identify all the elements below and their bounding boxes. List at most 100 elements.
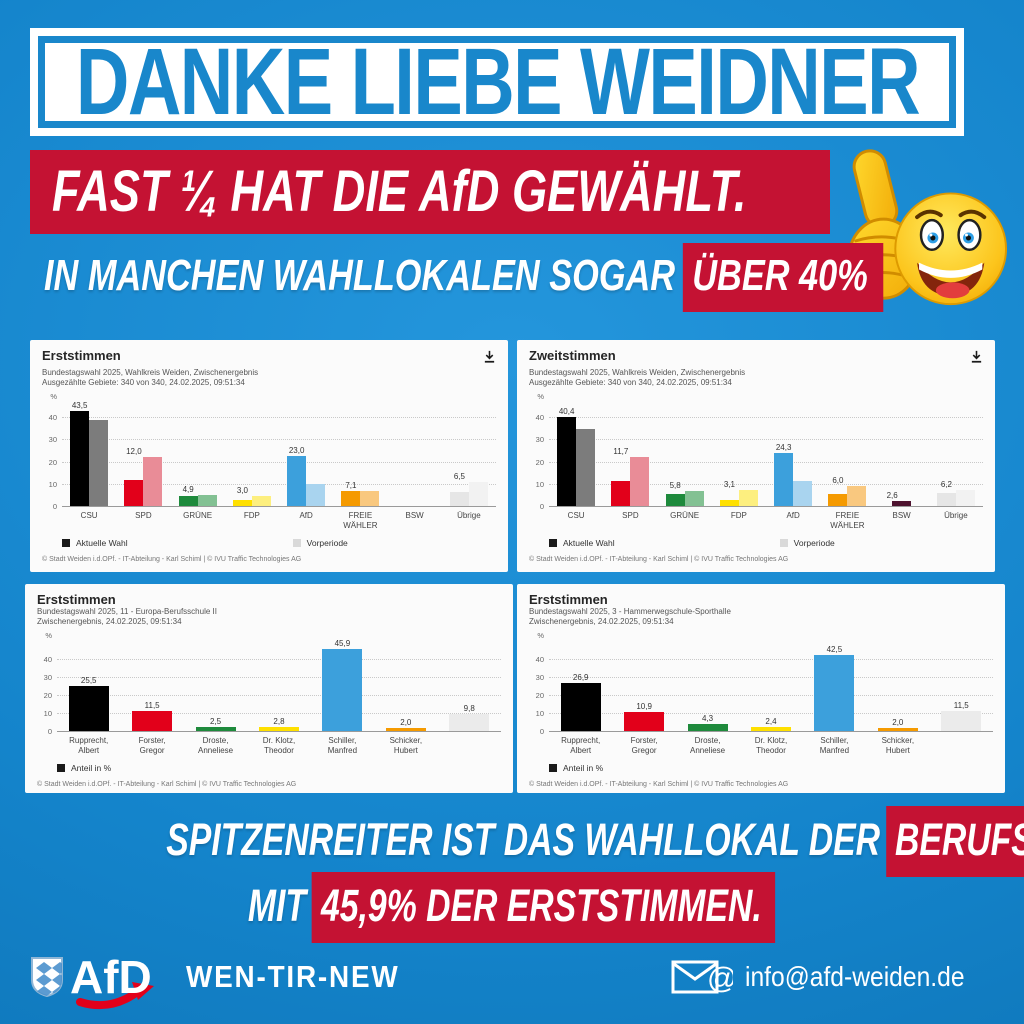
axis-tick-label: 40 bbox=[535, 413, 544, 423]
category-label: Schicker, Hubert bbox=[881, 735, 915, 755]
email-row: @ info@afd-weiden.de bbox=[671, 958, 994, 996]
axis-tick-label: 0 bbox=[539, 501, 544, 511]
category-label: AfD bbox=[786, 510, 800, 520]
bottom2-highlight: 45,9% DER ERSTSTIMMEN. bbox=[312, 872, 776, 943]
axis-tick-label: 20 bbox=[535, 457, 544, 467]
grid-line bbox=[549, 439, 983, 441]
bar-value-label: 2,0 bbox=[400, 718, 412, 728]
legend-swatch bbox=[549, 763, 557, 772]
chart-subtitle2: Zwischenergebnis, 24.02.2025, 09:51:34 bbox=[37, 617, 182, 627]
category-label: Schiller, Manfred bbox=[327, 735, 358, 755]
axis-tick-label: 20 bbox=[535, 690, 544, 700]
category-label: Droste, Anneliese bbox=[197, 735, 234, 755]
chart-subtitle: Bundestagswahl 2025, Wahlkreis Weiden, Z… bbox=[42, 368, 259, 377]
chart-panel-erststimmen-berufsschule: Erststimmen Bundestagswahl 2025, 11 - Eur… bbox=[25, 584, 513, 793]
grid-line bbox=[57, 712, 501, 714]
bar bbox=[143, 457, 163, 507]
legend-swatch bbox=[779, 538, 788, 547]
legend-label: Aktuelle Wahl bbox=[76, 537, 128, 548]
grid-line bbox=[57, 658, 501, 660]
axis-tick-label: 10 bbox=[535, 479, 544, 489]
category-label: Forster, Gregor bbox=[138, 735, 166, 755]
bar-value-label: 2,8 bbox=[273, 716, 285, 726]
bar-group: 26,9 bbox=[549, 642, 612, 732]
bar-group: 10,9 bbox=[612, 642, 675, 732]
legend-label: Aktuelle Wahl bbox=[563, 537, 615, 548]
category-label: BSW bbox=[405, 510, 424, 520]
bar bbox=[132, 711, 173, 732]
grid-line bbox=[549, 658, 993, 660]
legend-label: Vorperiode bbox=[306, 537, 348, 548]
bar-value-label: 9,8 bbox=[463, 704, 475, 714]
chart-header: Erststimmen bbox=[42, 348, 496, 368]
bar-value-label: 7,1 bbox=[345, 480, 357, 490]
bar bbox=[449, 714, 490, 732]
bar-group: 23,0 bbox=[279, 403, 333, 507]
bar-group: 45,9 bbox=[311, 640, 374, 732]
category-label: GRÜNE bbox=[670, 510, 700, 520]
category-label bbox=[930, 736, 993, 756]
grid-line bbox=[62, 483, 496, 485]
bar-value-label: 11,5 bbox=[144, 701, 160, 711]
region-label: WEN-TIR-NEW bbox=[185, 959, 400, 994]
download-icon[interactable] bbox=[970, 350, 983, 368]
bar bbox=[738, 490, 758, 507]
grid-line bbox=[549, 712, 993, 714]
bar bbox=[687, 724, 728, 732]
plot-area: 40,4 11,7 5,8 3,1 24,3 6,0 2,6 6,2 bbox=[549, 403, 983, 507]
category-label: Rupprecht, Albert bbox=[561, 735, 601, 755]
bar-group: 12,0 bbox=[116, 403, 170, 507]
bar-value-label: 4,9 bbox=[182, 485, 194, 495]
bar bbox=[684, 490, 704, 507]
y-axis-unit: % bbox=[537, 391, 544, 401]
axis-tick-label: 40 bbox=[43, 654, 52, 664]
axis-tick-label: 0 bbox=[52, 501, 57, 511]
legend-swatch bbox=[292, 538, 301, 547]
bar-group: 2,8 bbox=[247, 642, 310, 732]
bar-group: 11,5 bbox=[930, 642, 993, 732]
axis-tick-label: 20 bbox=[48, 457, 57, 467]
legend-label: Anteil in % bbox=[71, 762, 112, 773]
bar bbox=[955, 490, 975, 507]
bar-value-label: 40,4 bbox=[558, 407, 575, 417]
legend-item: Vorperiode bbox=[292, 537, 348, 548]
chart-legend: Aktuelle Wahl Vorperiode bbox=[549, 538, 983, 548]
bar-value-label: 3,1 bbox=[723, 480, 735, 490]
afd-swoosh-icon bbox=[75, 982, 154, 1010]
bar-group: 2,0 bbox=[866, 642, 929, 732]
bar-value-label: 42,5 bbox=[826, 645, 843, 655]
bar bbox=[560, 683, 601, 732]
axis-tick-label: 30 bbox=[535, 435, 544, 445]
category-label: Schiller, Manfred bbox=[819, 735, 850, 755]
page-title: DANKE LIEBE WEIDNER bbox=[75, 28, 920, 135]
bar-group: 6,5 bbox=[442, 403, 496, 507]
category-label: FDP bbox=[730, 510, 747, 520]
chart-copyright: © Stadt Weiden i.d.OPf. - IT-Abteilung -… bbox=[529, 780, 789, 788]
bottom2-prefix: MIT bbox=[248, 880, 307, 931]
category-label: Dr. Klotz, Theodor bbox=[754, 735, 788, 755]
bar-group: 3,0 bbox=[225, 403, 279, 507]
plot-area: 43,5 12,0 4,9 3,0 23,0 7,1 6,5 bbox=[62, 401, 496, 507]
category-label: Dr. Klotz, Theodor bbox=[262, 735, 296, 755]
bar-value-label: 5,8 bbox=[669, 480, 681, 490]
bar bbox=[70, 410, 90, 507]
category-label: CSU bbox=[567, 510, 585, 520]
bar bbox=[449, 492, 469, 507]
legend-label: Anteil in % bbox=[563, 762, 604, 773]
bar bbox=[828, 493, 848, 507]
bar bbox=[197, 495, 217, 507]
bar-group: 24,3 bbox=[766, 403, 820, 507]
bar bbox=[124, 480, 144, 507]
bar bbox=[750, 727, 791, 732]
afd-logo: AfD WEN-TIR-NEW bbox=[30, 944, 423, 1010]
chart-panel-erststimmen-wahlkreis: Erststimmen Bundestagswahl 2025, Wahlkrei… bbox=[30, 340, 508, 572]
bar-group: 40,4 bbox=[549, 403, 603, 507]
axis-tick-label: 30 bbox=[535, 672, 544, 682]
bar-group: 9,8 bbox=[438, 642, 501, 732]
category-label: Übrige bbox=[944, 510, 968, 520]
bar-group: 2,4 bbox=[739, 642, 802, 732]
chart-header: Zweitstimmen bbox=[529, 348, 983, 368]
bar bbox=[287, 455, 307, 507]
download-icon[interactable] bbox=[483, 350, 496, 368]
bar bbox=[89, 420, 109, 507]
